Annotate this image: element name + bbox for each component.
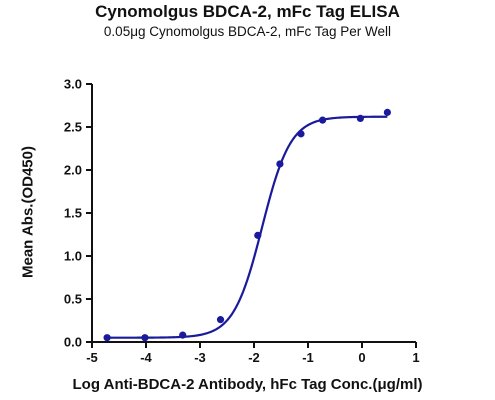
y-tick-label: 0.5 <box>64 292 82 307</box>
y-tick-label: 0.0 <box>64 335 82 350</box>
y-tick-label: 3.0 <box>64 77 82 92</box>
y-tick-label: 2.5 <box>64 120 82 135</box>
data-point <box>276 160 284 168</box>
data-point <box>179 331 187 339</box>
data-point <box>297 130 305 138</box>
x-tick-label: 0 <box>358 350 365 365</box>
data-point <box>254 231 262 239</box>
data-point <box>103 334 111 342</box>
x-axis-label: Log Anti-BDCA-2 Antibody, hFc Tag Conc.(… <box>72 376 423 393</box>
data-point <box>383 108 391 116</box>
chart-title: Cynomolgus BDCA-2, mFc Tag ELISA <box>95 2 400 21</box>
x-tick-label: 1 <box>412 350 419 365</box>
fit-curve <box>107 115 388 339</box>
data-point <box>356 114 364 122</box>
data-point <box>141 334 149 342</box>
y-tick-label: 2.0 <box>64 163 82 178</box>
chart-subtitle: 0.05μg Cynomolgus BDCA-2, mFc Tag Per We… <box>103 24 392 39</box>
data-point <box>318 116 327 124</box>
y-tick-label: 1.5 <box>64 206 82 221</box>
x-tick-label: -5 <box>86 350 98 365</box>
x-tick-label: -4 <box>140 350 152 365</box>
y-axis-label: Mean Abs.(OD450) <box>19 146 37 278</box>
x-tick-label: -3 <box>194 350 206 365</box>
y-tick-label: 1.0 <box>64 249 82 264</box>
x-tick-label: -2 <box>248 350 260 365</box>
x-tick-label: -1 <box>302 350 314 365</box>
data-point <box>216 316 225 324</box>
